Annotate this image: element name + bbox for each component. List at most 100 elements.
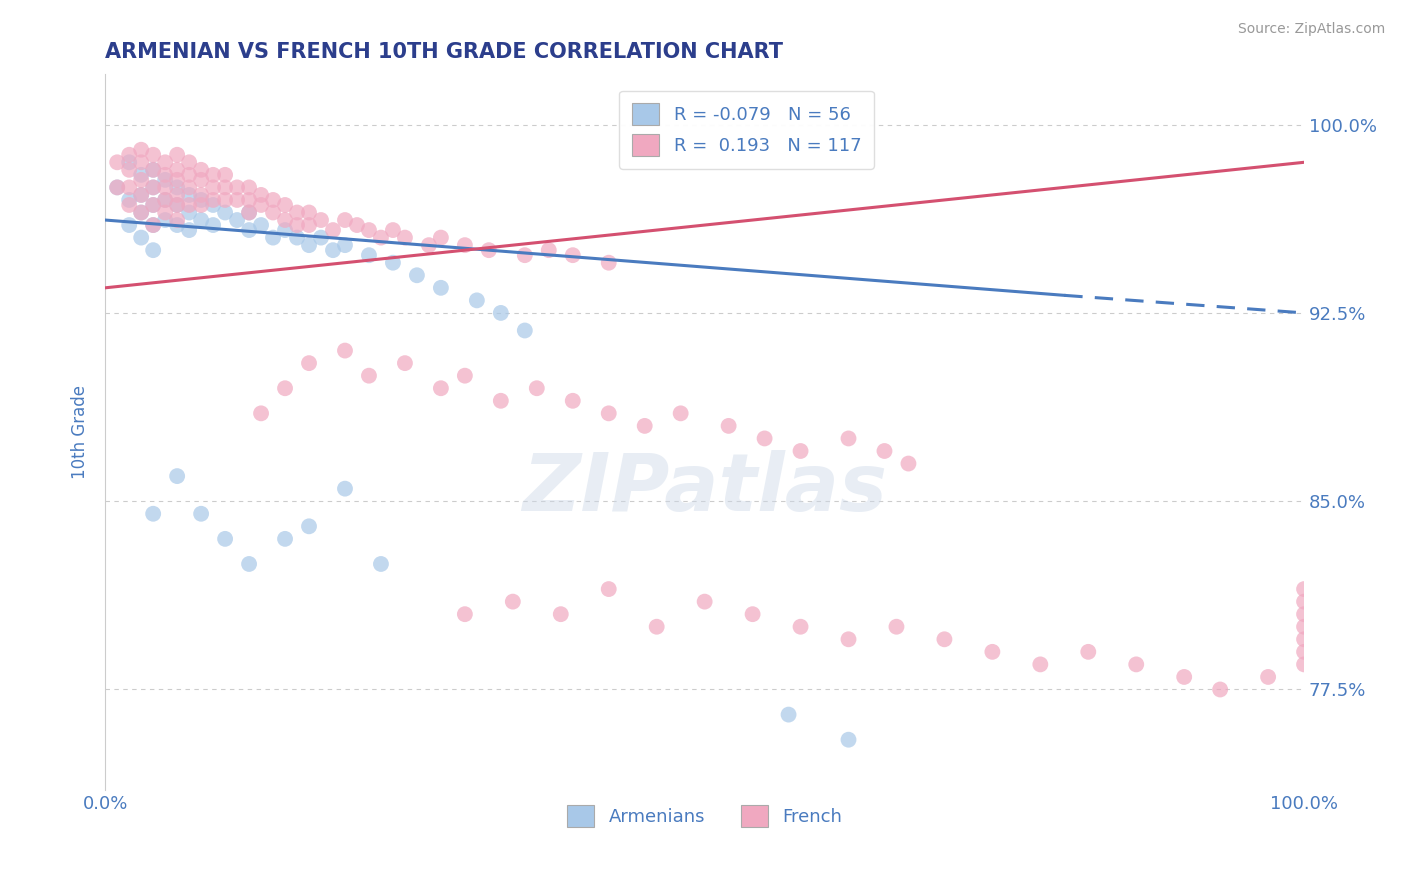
Point [285,205,308,219]
Point [105,180,128,194]
Point [166,469,188,483]
Point [118,218,141,232]
Point [526,381,548,395]
Point [934,632,956,647]
Point [190,213,212,227]
Point [190,193,212,207]
Point [357,223,380,237]
Point [129,168,152,182]
Point [778,707,800,722]
Point [1294,645,1316,659]
Point [118,162,141,177]
Point [333,482,356,496]
Point [1294,620,1316,634]
Point [333,238,356,252]
Point [262,193,284,207]
Point [202,218,225,232]
Point [513,324,536,338]
Legend: Armenians, French: Armenians, French [560,798,849,835]
Point [837,432,859,446]
Point [754,432,776,446]
Point [142,507,165,521]
Point [333,343,356,358]
Text: ZIPatlas: ZIPatlas [522,450,887,528]
Point [741,607,763,622]
Point [478,243,501,257]
Point [598,582,620,596]
Point [1294,582,1316,596]
Point [142,218,165,232]
Point [166,162,188,177]
Point [202,168,225,182]
Point [214,532,236,546]
Point [322,223,344,237]
Point [153,155,176,169]
Point [430,230,453,244]
Point [226,193,249,207]
Point [322,243,344,257]
Text: Source: ZipAtlas.com: Source: ZipAtlas.com [1237,22,1385,37]
Point [381,256,404,270]
Point [274,213,297,227]
Point [837,732,859,747]
Point [333,213,356,227]
Point [105,180,128,194]
Point [418,238,440,252]
Point [118,155,141,169]
Point [406,268,429,283]
Point [142,162,165,177]
Point [381,223,404,237]
Point [153,205,176,219]
Point [886,620,908,634]
Point [238,205,260,219]
Point [430,381,453,395]
Point [873,444,896,458]
Point [298,205,321,219]
Point [513,248,536,262]
Point [634,418,657,433]
Point [142,162,165,177]
Point [166,148,188,162]
Point [1029,657,1052,672]
Point [1294,594,1316,608]
Point [693,594,716,608]
Point [1257,670,1279,684]
Point [250,406,273,420]
Point [789,620,811,634]
Point [129,173,152,187]
Point [153,180,176,194]
Point [142,218,165,232]
Point [309,213,332,227]
Point [190,198,212,212]
Point [298,238,321,252]
Point [179,168,201,182]
Point [142,198,165,212]
Point [897,457,920,471]
Point [430,281,453,295]
Point [250,188,273,202]
Point [454,607,477,622]
Point [717,418,740,433]
Point [981,645,1004,659]
Point [789,444,811,458]
Point [1294,607,1316,622]
Point [129,205,152,219]
Point [118,198,141,212]
Point [262,205,284,219]
Point [537,243,560,257]
Point [298,519,321,533]
Point [238,205,260,219]
Point [190,188,212,202]
Point [489,393,512,408]
Point [190,162,212,177]
Point [202,180,225,194]
Point [129,155,152,169]
Point [142,148,165,162]
Text: ARMENIAN VS FRENCH 10TH GRADE CORRELATION CHART: ARMENIAN VS FRENCH 10TH GRADE CORRELATIO… [105,42,783,62]
Point [118,148,141,162]
Point [502,594,524,608]
Point [166,218,188,232]
Point [357,368,380,383]
Point [837,632,859,647]
Point [129,205,152,219]
